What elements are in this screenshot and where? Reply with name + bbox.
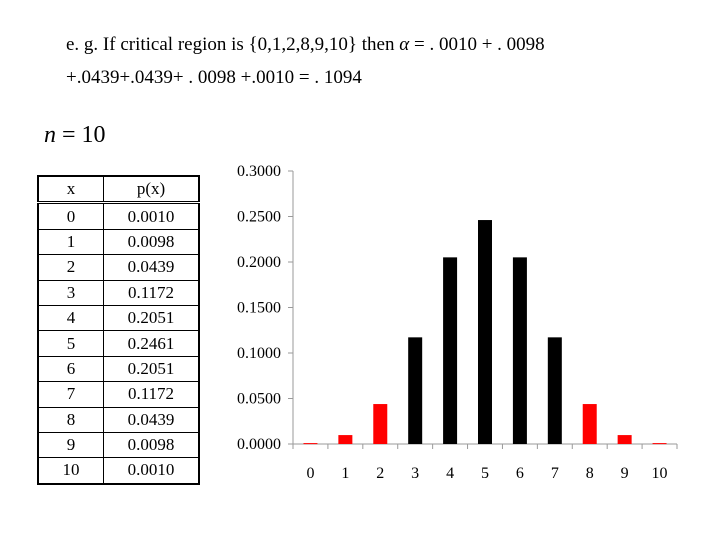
table-cell-px: 0.0010 xyxy=(103,457,200,485)
table-row: 8 0.0439 xyxy=(37,406,200,433)
x-tick-label: 8 xyxy=(586,465,594,482)
x-tick-label: 0 xyxy=(306,465,314,482)
y-tick-label: 0.0500 xyxy=(237,391,281,408)
y-tick-label: 0.1000 xyxy=(237,345,281,362)
y-tick-label: 0.2000 xyxy=(237,254,281,271)
n-value: = 10 xyxy=(62,122,106,148)
example-text-prefix: e. g. If critical region is {0,1,2,8,9,1… xyxy=(66,34,395,55)
bar xyxy=(303,443,318,445)
bar xyxy=(443,257,458,444)
x-tick-label: 10 xyxy=(652,465,668,482)
sample-size-label: n = 10 xyxy=(44,122,106,149)
x-tick-label: 7 xyxy=(551,465,559,482)
table-cell-px: 0.2051 xyxy=(103,355,200,383)
alpha-symbol: α xyxy=(399,34,410,55)
table-row: 9 0.0098 xyxy=(37,431,200,459)
bar xyxy=(408,337,423,444)
example-text-line-1: e. g. If critical region is {0,1,2,8,9,1… xyxy=(66,34,545,56)
table-cell-px: 0.2461 xyxy=(103,330,200,357)
x-tick-label: 9 xyxy=(621,465,629,482)
x-tick-label: 3 xyxy=(411,465,419,482)
table-cell-x: 2 xyxy=(37,254,104,281)
table-header-px: p(x) xyxy=(103,175,200,205)
x-tick-label: 6 xyxy=(516,465,524,482)
table-row: 6 0.2051 xyxy=(37,355,200,383)
table-row: 7 0.1172 xyxy=(37,381,200,408)
x-tick-label: 2 xyxy=(376,465,384,482)
table-cell-px: 0.1172 xyxy=(103,381,200,408)
example-text-line-2: +.0439+.0439+ . 0098 +.0010 = . 1094 xyxy=(66,67,362,88)
table-header-row: x p(x) xyxy=(37,175,200,205)
example-text-suffix: = . 0010 + . 0098 xyxy=(413,34,545,55)
y-tick-label: 0.2500 xyxy=(237,209,281,226)
table-cell-x: 3 xyxy=(37,279,104,306)
bar xyxy=(373,404,388,444)
n-variable: n xyxy=(44,122,56,148)
bar xyxy=(478,220,492,444)
y-tick-label: 0.1500 xyxy=(237,300,281,317)
table-row: 2 0.0439 xyxy=(37,254,200,281)
x-tick-label: 5 xyxy=(481,465,489,482)
table-row: 3 0.1172 xyxy=(37,279,200,306)
bar xyxy=(617,435,632,444)
table-cell-px: 0.0439 xyxy=(103,406,200,433)
bar xyxy=(512,257,527,444)
x-tick-label: 4 xyxy=(446,465,454,482)
table-row: 10 0.0010 xyxy=(37,457,200,485)
table-cell-px: 0.0010 xyxy=(103,202,200,230)
table-cell-px: 0.0098 xyxy=(103,431,200,459)
bar xyxy=(652,443,667,445)
table-cell-x: 9 xyxy=(37,431,104,459)
y-tick-label: 0.0000 xyxy=(237,436,281,453)
table-row: 1 0.0098 xyxy=(37,228,200,256)
table-row: 5 0.2461 xyxy=(37,330,200,357)
bar xyxy=(582,404,597,444)
bar xyxy=(547,337,562,444)
x-tick-label: 1 xyxy=(341,465,349,482)
table-header-x: x xyxy=(37,175,104,205)
table-cell-px: 0.0098 xyxy=(103,228,200,256)
y-tick-label: 0.3000 xyxy=(237,163,281,180)
bar xyxy=(338,435,353,444)
table-cell-px: 0.0439 xyxy=(103,254,200,281)
probability-table: x p(x) 0 0.0010 1 0.0098 2 0.0439 3 0.1172 4 0.20… xyxy=(37,175,200,485)
table-cell-x: 5 xyxy=(37,330,104,357)
